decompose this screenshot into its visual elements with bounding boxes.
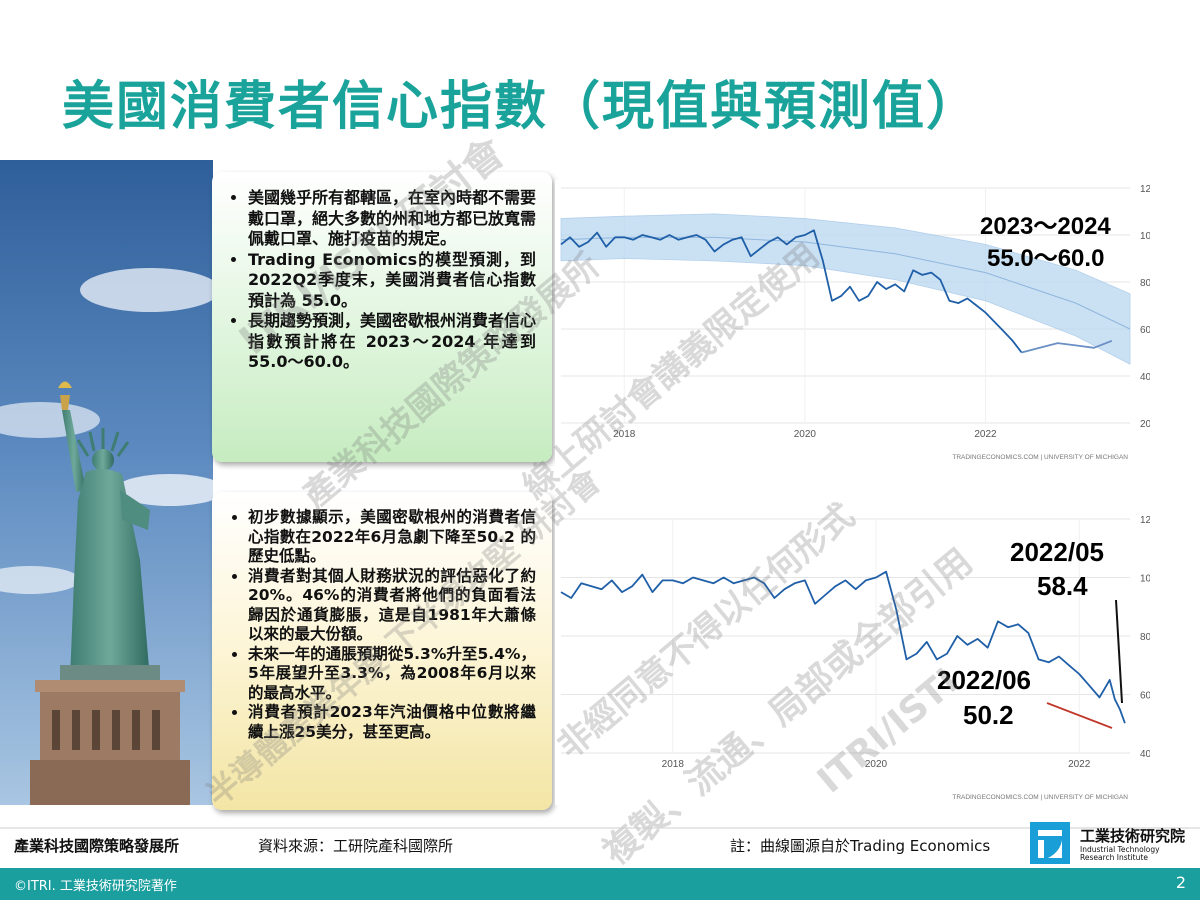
forecast-band: [560, 213, 1131, 365]
may-value: 58.4: [1037, 571, 1088, 601]
bullet-item: 初步數據顯示，美國密歇根州的消費者信心指數在2022年6月急劇下降至50.2 的…: [248, 508, 536, 567]
y-tick-label: 60: [1140, 691, 1150, 702]
forecast-range-years: 2023～2024: [980, 213, 1111, 240]
footer-note: 註：曲線圖源自於Trading Economics: [730, 837, 991, 855]
chart-source-label: TRADINGECONOMICS.COM | UNIVERSITY OF MIC…: [952, 794, 1128, 801]
forecast-chart: 20 40 60 80 100 120 2018 2020 2022 TRADINGECONOMI…: [555, 180, 1150, 465]
y-tick-label: 40: [1140, 749, 1150, 760]
x-tick-label: 2020: [794, 429, 817, 440]
footer-source: 資料來源：工研院產科國際所: [258, 837, 454, 855]
forecast-chart-svg: 20 40 60 80 100 120 2018 2020 2022 TRADINGECONOMI…: [555, 180, 1150, 465]
forecast-range-values: 55.0～60.0: [987, 245, 1105, 272]
june-label: 2022/06: [937, 665, 1031, 695]
y-tick-label: 120: [1140, 515, 1150, 526]
bullet-item: 未來一年的通脹預期從5.3%升至5.4%，5年展望升至3.3%，為2008年6月…: [248, 645, 536, 704]
bullet-item: 美國幾乎所有都轄區，在室內時都不需要戴口罩，絕大多數的州和地方都已放寬需佩戴口罩…: [248, 188, 536, 250]
y-tick-label: 20: [1140, 419, 1150, 430]
actual-line: [560, 229, 1023, 354]
june-value: 50.2: [963, 700, 1014, 730]
bullet-item: 消費者對其個人財務狀況的評估惡化了約20%。46%的消費者將他們的負面看法歸因於…: [248, 567, 536, 645]
forecast-bullet-list: 美國幾乎所有都轄區，在室內時都不需要戴口罩，絕大多數的州和地方都已放寬需佩戴口罩…: [226, 188, 536, 373]
forecast-line: [1021, 339, 1113, 354]
june-pointer-line: [1046, 702, 1113, 729]
y-tick-label: 60: [1140, 325, 1150, 336]
bullet-item: 消費者預計2023年汽油價格中位數將繼續上漲25美分，甚至更高。: [248, 703, 536, 742]
logo-chinese-name: 工業技術研究院: [1080, 827, 1186, 845]
y-tick-label: 120: [1140, 184, 1150, 195]
itri-logo-text: 工業技術研究院 Industrial Technology Research I…: [1080, 825, 1185, 862]
x-tick-label: 2018: [613, 429, 636, 440]
forecast-summary-box: 美國幾乎所有都轄區，在室內時都不需要戴口罩，絕大多數的州和地方都已放寬需佩戴口罩…: [212, 172, 552, 462]
logo-english-name-2: Research Institute: [1080, 853, 1148, 862]
current-data-box: 初步數據顯示，美國密歇根州的消費者信心指數在2022年6月急劇下降至50.2 的…: [212, 492, 552, 810]
y-tick-label: 40: [1140, 372, 1150, 383]
itri-logo-icon: [1030, 822, 1070, 864]
current-bullet-list: 初步數據顯示，美國密歇根州的消費者信心指數在2022年6月急劇下降至50.2 的…: [226, 508, 536, 742]
x-tick-label: 2018: [662, 759, 685, 770]
y-tick-label: 80: [1140, 278, 1150, 289]
actual-line: [560, 570, 1126, 724]
y-tick-label: 80: [1140, 632, 1150, 643]
chart-background: [555, 505, 1150, 805]
logo-english-name-1: Industrial Technology: [1080, 845, 1160, 854]
recent-chart: 40 60 80 100 120 2018 2020 2022 TRADINGECONOMICS…: [555, 505, 1150, 805]
x-tick-label: 2022: [974, 429, 997, 440]
x-tick-label: 2020: [865, 759, 888, 770]
copyright-text: ©ITRI. 工業技術研究院著作: [14, 879, 177, 894]
bullet-item: Trading Economics的模型預測，到2022Q2季度末，美國消費者信…: [248, 250, 536, 312]
footer-organization: 產業科技國際策略發展所: [14, 837, 180, 855]
may-pointer-line: [1115, 599, 1123, 704]
page-number: 2: [1175, 873, 1186, 892]
chart-source-label: TRADINGECONOMICS.COM | UNIVERSITY OF MIC…: [952, 454, 1128, 461]
x-tick-label: 2022: [1068, 759, 1091, 770]
may-label: 2022/05: [1010, 537, 1104, 567]
statue-of-liberty-photo: [0, 160, 213, 805]
bullet-item: 長期趨勢預測，美國密歇根州消費者信心指數預計將在 2023～2024 年達到 5…: [248, 311, 536, 373]
footer-divider: [0, 827, 1200, 829]
y-tick-label: 100: [1140, 574, 1150, 585]
recent-chart-svg: 40 60 80 100 120 2018 2020 2022 TRADINGECONOMICS…: [555, 505, 1150, 805]
footer-bar: [0, 868, 1200, 900]
page-title: 美國消費者信心指數（現值與預測值）: [62, 77, 981, 137]
y-tick-label: 100: [1140, 231, 1150, 242]
